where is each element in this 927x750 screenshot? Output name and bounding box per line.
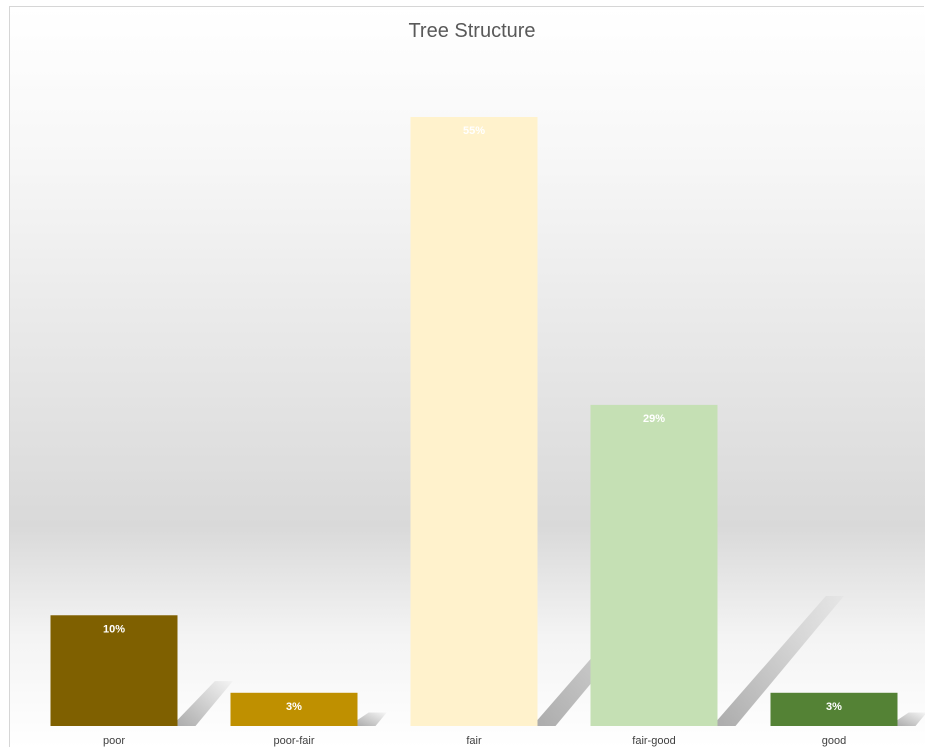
data-label-fair-good: 29% (643, 413, 665, 425)
bars (50, 117, 898, 726)
bar-shadow-poor (177, 681, 233, 726)
chart-frame: Tree Structure 10% 3% 55% 29% 3% poor poor-fa… (9, 6, 925, 748)
data-label-good: 3% (826, 701, 842, 713)
chart-svg: Tree Structure 10% 3% 55% 29% 3% poor poor-fa… (10, 7, 925, 748)
bar-shadow-fair-good (717, 595, 844, 726)
chart-title: Tree Structure (408, 20, 535, 42)
category-labels: poor poor-fair fair fair-good good (103, 735, 846, 747)
category-label-good: good (822, 735, 846, 747)
bar-fair[interactable] (410, 117, 538, 726)
bar-shadow-poor-fair (357, 712, 387, 726)
bar-poor[interactable] (50, 615, 178, 726)
bar-fair-good[interactable] (590, 404, 718, 726)
data-label-poor: 10% (103, 623, 125, 635)
bar-poor-fair[interactable] (230, 692, 358, 726)
category-label-fair: fair (466, 735, 482, 747)
bar-good[interactable] (770, 692, 898, 726)
category-label-fair-good: fair-good (632, 735, 675, 747)
category-label-poor: poor (103, 735, 125, 747)
data-label-poor-fair: 3% (286, 701, 302, 713)
data-labels: 10% 3% 55% 29% 3% (103, 125, 842, 713)
data-label-fair: 55% (463, 125, 485, 137)
category-label-poor-fair: poor-fair (274, 735, 315, 747)
bar-shadow-good (897, 712, 925, 726)
